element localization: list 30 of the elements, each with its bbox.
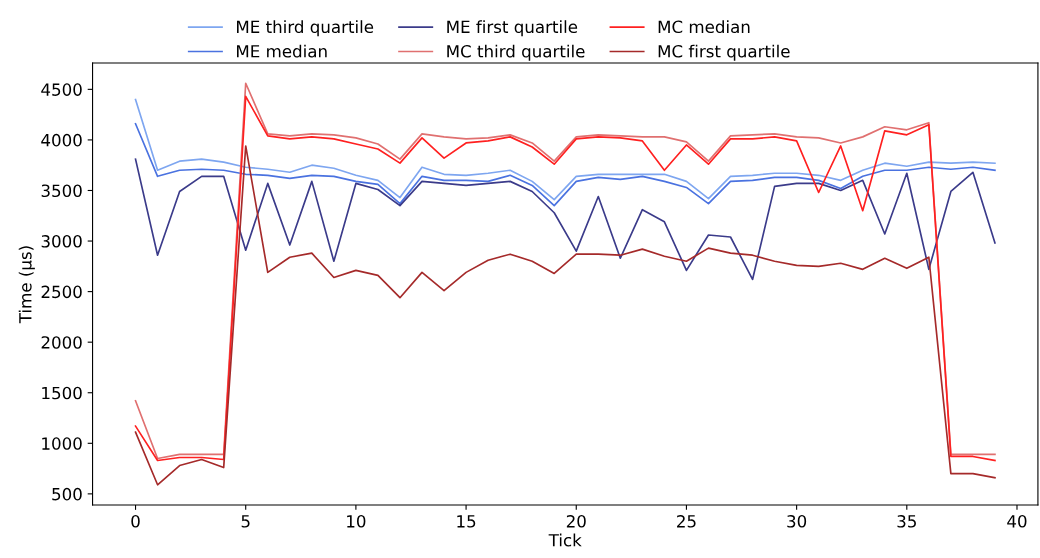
y-tick-label: 3500 <box>41 184 82 198</box>
legend-label: ME first quartile <box>447 20 578 37</box>
y-tick-label: 3000 <box>41 235 82 248</box>
y-tick-label: 2500 <box>41 285 82 299</box>
y-axis-title: Time (µs) <box>18 246 35 324</box>
line-series <box>134 145 996 486</box>
y-tick-label: 500 <box>52 487 82 501</box>
legend-label: ME median <box>237 44 327 58</box>
x-tick-label: 35 <box>897 515 916 528</box>
x-tick-label: 0 <box>131 515 140 528</box>
x-tick-label: 25 <box>677 515 696 528</box>
x-tick-label: 20 <box>566 515 586 528</box>
legend-label: MC median <box>658 20 750 34</box>
line-series <box>134 158 996 281</box>
legend-label: MC first quartile <box>658 44 790 61</box>
y-tick-label: 4500 <box>41 83 82 96</box>
x-tick-label: 5 <box>241 515 250 528</box>
x-tick-label: 30 <box>787 515 807 528</box>
x-tick-label: 10 <box>347 515 366 528</box>
y-tick-label: 1500 <box>42 386 82 400</box>
y-tick-label: 1000 <box>42 437 82 450</box>
legend-label: ME third quartile <box>237 20 374 37</box>
x-tick-label: 40 <box>1007 515 1027 528</box>
line-series <box>134 98 996 201</box>
y-tick-label: 4000 <box>41 133 82 147</box>
x-tick-label: 15 <box>457 515 476 528</box>
y-tick-label: 2000 <box>41 336 82 349</box>
legend-label: MC third quartile <box>447 44 585 61</box>
line-series <box>134 122 996 207</box>
x-axis-title: Tick <box>548 533 582 547</box>
